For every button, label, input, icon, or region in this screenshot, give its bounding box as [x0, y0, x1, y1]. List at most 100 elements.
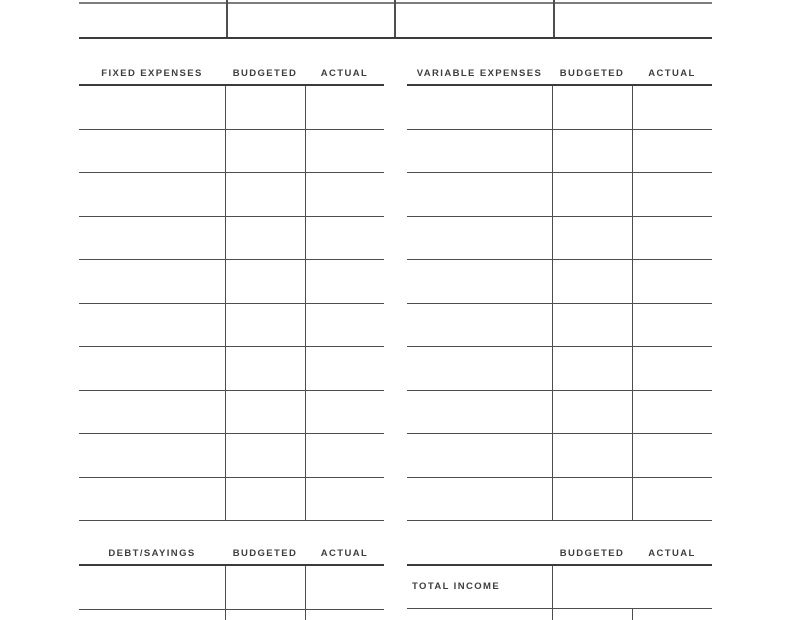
expense-name-cell [79, 478, 225, 521]
budgeted-cell [225, 609, 305, 620]
budgeted-column-header: BUDGETED [559, 68, 625, 79]
table-row [79, 260, 384, 304]
expense-name-cell [79, 304, 225, 347]
table-row [407, 390, 712, 434]
debt-savings-header: DEBT/SAYINGS BUDGETED ACTUAL [79, 539, 384, 564]
actual-cell [632, 477, 712, 520]
actual-cell [632, 173, 712, 216]
table-row [407, 86, 712, 130]
table-row [407, 173, 712, 217]
actual-cell [305, 347, 384, 390]
table-row [79, 566, 384, 610]
table-row [407, 434, 712, 478]
table-row [79, 129, 384, 173]
actual-column-header: ACTUAL [648, 68, 696, 79]
expense-name-cell [79, 130, 225, 173]
actual-cell [632, 434, 712, 477]
expense-name-cell [407, 434, 552, 477]
income-table-partial [79, 0, 712, 39]
actual-cell [632, 347, 712, 390]
fixed-expenses-header: FIXED EXPENSES BUDGETED ACTUAL [79, 59, 384, 84]
variable-expenses-body [407, 84, 712, 521]
fixed-expenses-title: FIXED EXPENSES [101, 68, 203, 79]
expense-name-cell [79, 434, 225, 477]
table-row [79, 390, 384, 434]
budgeted-cell [225, 173, 305, 216]
budgeted-column-header: BUDGETED [232, 548, 298, 559]
actual-cell [305, 86, 384, 129]
budgeted-cell [552, 216, 632, 259]
table-row [407, 260, 712, 304]
debt-savings-body [79, 564, 384, 620]
table-row [407, 477, 712, 521]
budgeted-cell [552, 129, 632, 172]
actual-cell [632, 390, 712, 433]
expense-name-cell [407, 260, 552, 303]
table-row [79, 347, 384, 391]
expense-name-cell [407, 173, 552, 216]
debt-savings-table: DEBT/SAYINGS BUDGETED ACTUAL [79, 539, 384, 620]
expense-name-cell [407, 478, 552, 521]
actual-column-header: ACTUAL [320, 68, 369, 79]
expense-name-cell [79, 260, 225, 303]
table-row [79, 86, 384, 130]
table-row [79, 434, 384, 478]
actual-column-header: ACTUAL [648, 548, 696, 559]
expense-name-cell [407, 130, 552, 173]
actual-cell [305, 434, 384, 477]
actual-cell [305, 609, 384, 620]
grid-line [226, 0, 228, 37]
budgeted-cell [225, 347, 305, 390]
fixed-expenses-table: FIXED EXPENSES BUDGETED ACTUAL [79, 59, 384, 521]
budgeted-cell [225, 129, 305, 172]
grid-line [394, 0, 396, 37]
summary-table: BUDGETED ACTUAL TOTAL INCOME FIXED EXPEN… [407, 539, 712, 620]
expense-name-cell [79, 173, 225, 216]
budgeted-cell [552, 173, 632, 216]
expense-name-cell [407, 391, 552, 434]
budgeted-cell [552, 303, 632, 346]
table-row [79, 477, 384, 521]
budgeted-cell [225, 566, 305, 609]
actual-cell [632, 86, 712, 129]
actual-column-header: ACTUAL [320, 548, 369, 559]
budgeted-cell [552, 260, 632, 303]
expense-name-cell [407, 304, 552, 347]
budgeted-cell [552, 608, 632, 620]
expense-name-cell [79, 217, 225, 260]
actual-cell [305, 260, 384, 303]
expense-name-cell [79, 347, 225, 390]
variable-expenses-title: VARIABLE EXPENSES [416, 68, 543, 79]
budgeted-cell [225, 477, 305, 520]
total-income-label: TOTAL INCOME [412, 581, 501, 593]
expense-name-cell [79, 391, 225, 434]
table-row [79, 216, 384, 260]
total-income-row: TOTAL INCOME [407, 566, 712, 609]
summary-body: TOTAL INCOME FIXED EXPENSES [407, 564, 712, 620]
budgeted-cell [552, 347, 632, 390]
debt-savings-title: DEBT/SAYINGS [108, 548, 196, 559]
budgeted-cell [225, 216, 305, 259]
budgeted-cell [552, 86, 632, 129]
budgeted-cell [552, 390, 632, 433]
expense-name-cell [79, 86, 225, 129]
actual-cell [305, 390, 384, 433]
budgeted-column-header: BUDGETED [559, 548, 625, 559]
table-row [79, 173, 384, 217]
expense-name-cell [79, 610, 225, 620]
budgeted-cell [225, 390, 305, 433]
actual-cell [305, 129, 384, 172]
table-row [407, 129, 712, 173]
budgeted-cell [552, 434, 632, 477]
variable-expenses-header: VARIABLE EXPENSES BUDGETED ACTUAL [407, 59, 712, 84]
table-row [407, 347, 712, 391]
table-row [407, 303, 712, 347]
summary-header: BUDGETED ACTUAL [407, 539, 712, 564]
amount-cell [552, 566, 712, 608]
table-row [79, 609, 384, 620]
budgeted-cell [225, 303, 305, 346]
table-row [79, 303, 384, 347]
actual-cell [632, 260, 712, 303]
actual-cell [305, 173, 384, 216]
